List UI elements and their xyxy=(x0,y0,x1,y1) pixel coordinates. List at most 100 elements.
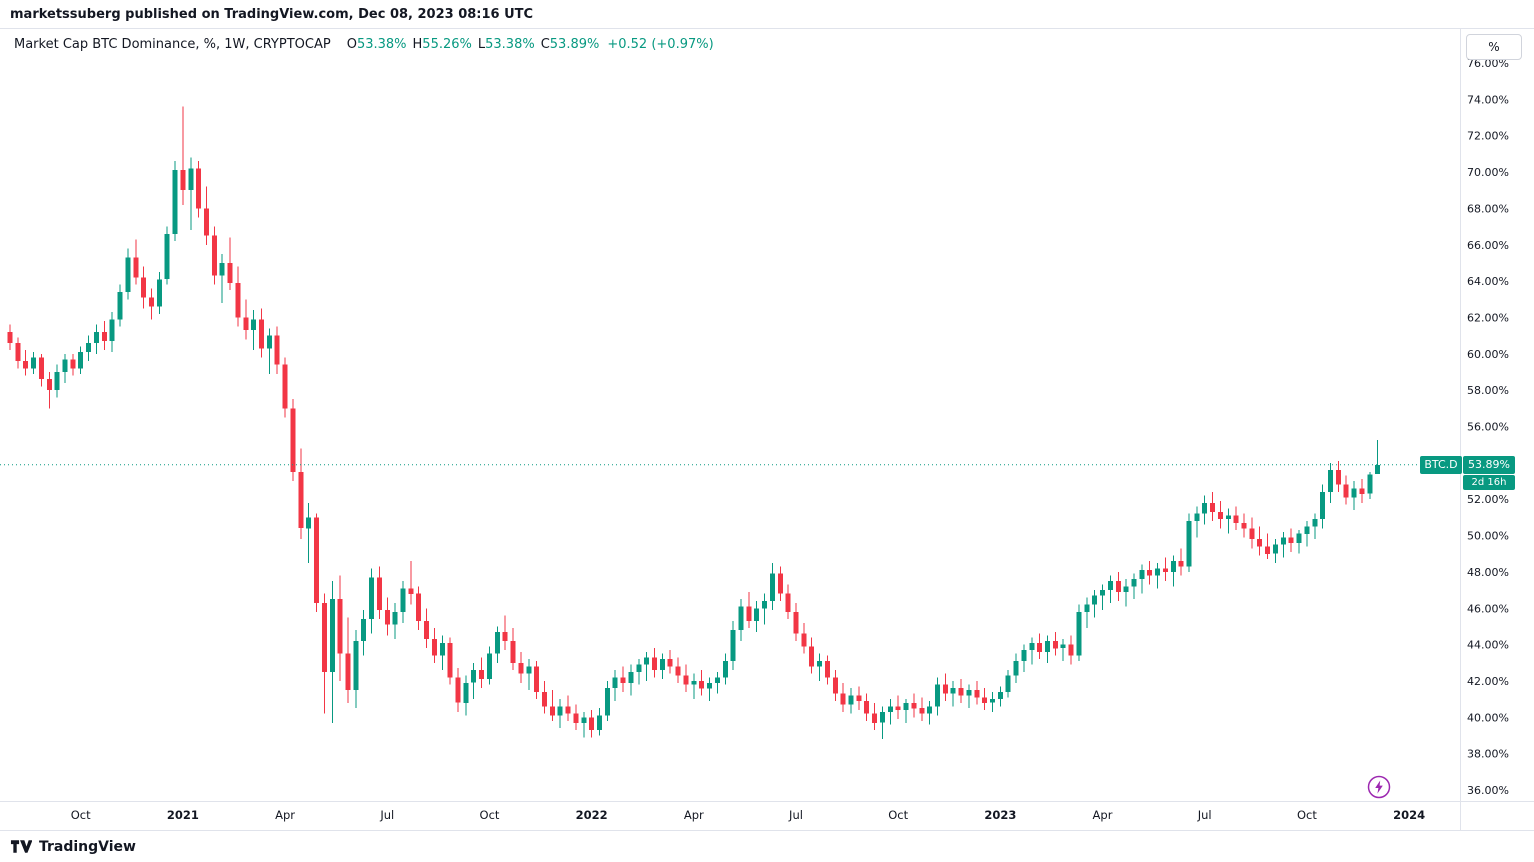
price-tick-label: 60.00% xyxy=(1467,348,1509,361)
candle-body xyxy=(589,717,595,730)
candle-body xyxy=(966,690,972,696)
candle-body xyxy=(345,653,351,691)
candle-body xyxy=(1343,484,1349,498)
candle-body xyxy=(730,630,736,661)
candle-body xyxy=(604,688,610,716)
time-tick-label: Oct xyxy=(888,808,908,822)
candle-body xyxy=(518,662,524,674)
price-tick-label: 62.00% xyxy=(1467,311,1509,324)
lightning-icon[interactable] xyxy=(1367,775,1391,799)
ohlc-high-label: H xyxy=(412,37,423,52)
brand-name[interactable]: TradingView xyxy=(39,838,136,855)
time-scale[interactable]: Oct 2021 Apr Jul Oct 2022 Apr Jul Oct 2023 Apr Jul O… xyxy=(71,808,1425,822)
candle-body xyxy=(707,682,712,689)
price-tick-label: 36.00% xyxy=(1467,784,1509,797)
candle-body xyxy=(31,357,37,369)
candle-body xyxy=(70,359,76,369)
candle-body xyxy=(38,357,44,380)
candle-body xyxy=(1029,642,1035,651)
candle-body xyxy=(667,659,673,667)
candle-body xyxy=(1257,539,1263,547)
candle-body xyxy=(777,573,783,594)
price-tick-label: 74.00% xyxy=(1467,93,1509,106)
candles-layer xyxy=(7,106,1381,740)
candle-body xyxy=(353,641,359,691)
candle-body xyxy=(762,601,768,609)
candle-body xyxy=(754,608,760,621)
candle-body xyxy=(691,681,697,685)
candle-body xyxy=(510,641,516,663)
candle-body xyxy=(204,208,209,236)
last-price-label[interactable]: BTC.D 53.89% 2d 16h xyxy=(1420,456,1515,490)
candle-body xyxy=(149,297,154,307)
candle-body xyxy=(1280,537,1286,545)
candle-body xyxy=(1296,533,1302,543)
price-scale-unit-button[interactable]: % xyxy=(1466,34,1522,60)
candle-body xyxy=(266,335,272,349)
candle-body xyxy=(274,335,280,365)
time-tick-label: Jul xyxy=(379,808,394,822)
candle-body xyxy=(1367,474,1373,494)
candle-body xyxy=(125,257,131,292)
candle-body xyxy=(1052,641,1058,649)
candle-body xyxy=(455,677,461,703)
chart-legend[interactable]: Market Cap BTC Dominance, %, 1W, CRYPTOC… xyxy=(14,37,714,52)
last-price-column: 53.89% 2d 16h xyxy=(1463,456,1515,490)
candle-body xyxy=(376,577,382,611)
candle-body xyxy=(597,715,602,730)
time-tick-label: Oct xyxy=(480,808,500,822)
ohlc-low-value: 53.38% xyxy=(485,37,535,52)
candle-body xyxy=(809,646,815,667)
candle-body xyxy=(785,593,791,612)
price-scale[interactable]: 76.00% 74.00% 72.00% 70.00% 68.00% 66.00% 64.0… xyxy=(1467,57,1509,797)
candle-body xyxy=(714,677,720,683)
candle-body xyxy=(1021,650,1027,661)
price-tick-label: 76.00% xyxy=(1467,57,1509,70)
candle-body xyxy=(927,706,933,714)
candle-body xyxy=(746,606,752,621)
candle-body xyxy=(1115,581,1121,592)
chart-widget: 76.00% 74.00% 72.00% 70.00% 68.00% 66.00% 64.0… xyxy=(0,28,1534,831)
time-tick-label: Oct xyxy=(71,808,91,822)
candle-body xyxy=(573,713,579,723)
candle-body xyxy=(188,168,194,191)
candle-body xyxy=(487,653,492,680)
price-tick-label: 50.00% xyxy=(1467,530,1509,543)
footer-bar: TradingView xyxy=(0,830,1534,862)
candle-body xyxy=(1162,568,1168,572)
candle-body xyxy=(156,279,162,307)
candle-body xyxy=(78,352,84,369)
candle-body xyxy=(463,682,469,703)
candle-body xyxy=(314,517,319,603)
candle-body xyxy=(94,332,99,343)
candle-body xyxy=(1107,581,1113,591)
symbol-title[interactable]: Market Cap BTC Dominance, %, 1W, CRYPTOC… xyxy=(14,37,331,52)
candle-body xyxy=(494,631,500,654)
chart-canvas[interactable]: 76.00% 74.00% 72.00% 70.00% 68.00% 66.00% 64.0… xyxy=(0,29,1534,831)
time-tick-label: Apr xyxy=(684,808,704,822)
candle-body xyxy=(1147,570,1153,576)
last-price-value: 53.89% xyxy=(1463,456,1515,474)
tradingview-logo-icon[interactable] xyxy=(10,839,32,854)
candle-body xyxy=(1217,511,1223,520)
candle-body xyxy=(1265,546,1271,554)
time-tick-label: 2021 xyxy=(167,808,199,822)
candle-body xyxy=(683,675,689,685)
candle-body xyxy=(109,319,115,342)
candle-body xyxy=(824,661,830,678)
candle-body xyxy=(738,606,744,630)
price-tick-label: 66.00% xyxy=(1467,239,1509,252)
candle-body xyxy=(1068,644,1074,656)
price-tick-label: 42.00% xyxy=(1467,675,1509,688)
candle-body xyxy=(54,372,60,391)
candle-body xyxy=(1304,526,1310,534)
candle-body xyxy=(1273,544,1278,554)
candle-body xyxy=(1233,515,1239,523)
candle-body xyxy=(196,168,202,209)
candle-body xyxy=(1170,561,1176,572)
price-tick-label: 52.00% xyxy=(1467,493,1509,506)
publish-info: marketssuberg published on TradingView.c… xyxy=(10,6,534,22)
price-tick-label: 44.00% xyxy=(1467,639,1509,652)
candle-body xyxy=(887,706,893,712)
candle-body xyxy=(86,342,92,352)
